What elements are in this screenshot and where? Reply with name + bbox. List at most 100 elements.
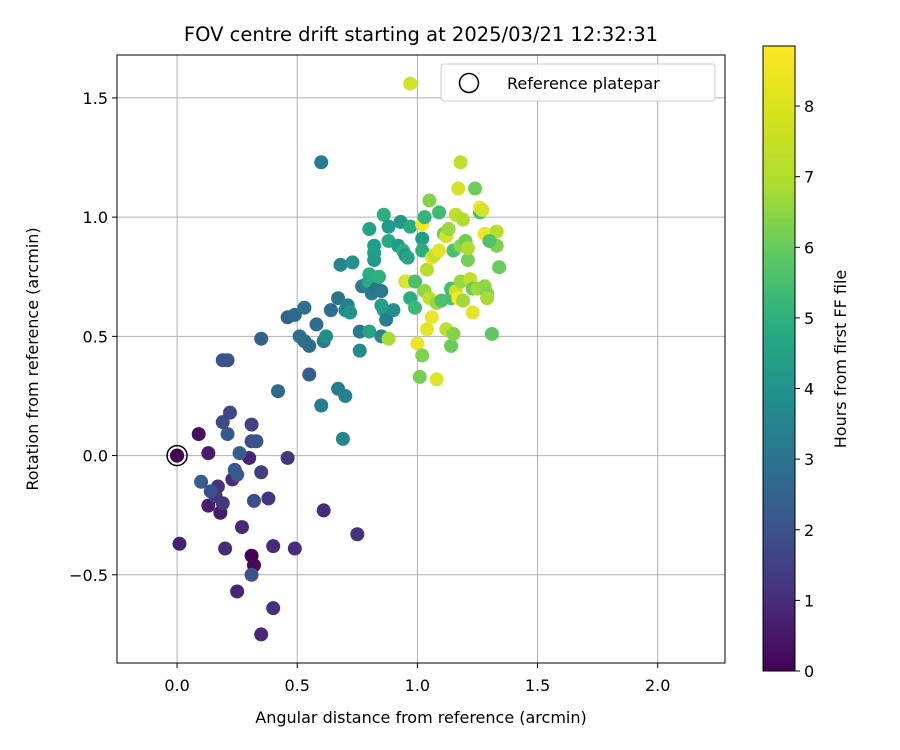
plot-frame <box>116 54 726 664</box>
colorbar-tick-label: 2 <box>804 521 814 540</box>
data-point <box>482 233 497 248</box>
y-tick-label: 1.5 <box>83 89 108 108</box>
data-point <box>302 367 317 382</box>
data-point <box>319 329 334 344</box>
data-point <box>456 293 471 308</box>
data-point <box>194 474 209 489</box>
data-point <box>350 527 365 542</box>
data-point <box>287 541 302 556</box>
data-point <box>230 467 245 482</box>
data-point <box>309 317 324 332</box>
data-point <box>403 219 418 234</box>
data-point <box>191 427 206 442</box>
data-point <box>403 76 418 91</box>
colorbar-tick-label: 4 <box>804 380 814 399</box>
data-point <box>407 300 422 315</box>
data-point <box>222 405 237 420</box>
data-point <box>441 222 456 237</box>
data-point <box>314 155 329 170</box>
data-point <box>352 324 367 339</box>
data-point <box>261 491 276 506</box>
data-point <box>451 181 466 196</box>
legend-open-circle-marker <box>458 72 480 94</box>
data-point <box>220 427 235 442</box>
data-point <box>345 255 360 270</box>
data-point <box>444 338 459 353</box>
colorbar-tick-label: 1 <box>804 591 814 610</box>
data-point <box>254 331 269 346</box>
data-point <box>415 243 430 258</box>
data-point <box>266 601 281 616</box>
legend-box <box>440 63 716 102</box>
data-point <box>172 536 187 551</box>
x-tick-label: 2.0 <box>645 676 670 695</box>
data-point <box>489 224 504 239</box>
data-point <box>362 324 377 339</box>
legend-entry-label: Reference platepar <box>507 74 660 93</box>
data-point <box>410 336 425 351</box>
data-point <box>335 431 350 446</box>
data-point <box>232 446 247 461</box>
data-point <box>386 303 401 318</box>
y-tick-label: 1.0 <box>83 208 108 227</box>
data-point <box>220 353 235 368</box>
data-point <box>429 372 444 387</box>
data-point <box>271 384 286 399</box>
data-point <box>446 326 461 341</box>
data-point <box>362 222 377 237</box>
data-point <box>352 343 367 358</box>
data-point <box>203 484 218 499</box>
y-tick-label: 0.5 <box>83 327 108 346</box>
data-point <box>249 434 264 449</box>
colorbar-tick-label: 0 <box>804 662 814 681</box>
data-point <box>367 253 382 268</box>
data-point <box>453 155 468 170</box>
x-axis-label: Angular distance from reference (arcmin) <box>255 708 586 727</box>
colorbar: 0 1 2 3 4 5 6 7 8 Hours from first FF file <box>762 45 850 681</box>
data-point <box>244 567 259 582</box>
data-point <box>381 331 396 346</box>
reference-point-fill <box>170 448 185 463</box>
data-point <box>407 274 422 289</box>
colorbar-tick-label: 3 <box>804 450 814 469</box>
data-point <box>379 312 394 327</box>
data-point <box>432 243 447 258</box>
colorbar-label: Hours from first FF file <box>831 270 850 449</box>
data-point <box>374 284 389 299</box>
data-point <box>424 310 439 325</box>
data-point <box>371 269 386 284</box>
x-tick-label: 1.0 <box>405 676 430 695</box>
data-point <box>246 493 261 508</box>
data-point <box>415 231 430 246</box>
data-point <box>417 210 432 225</box>
data-point <box>412 369 427 384</box>
colorbar-tick-label: 8 <box>804 97 814 116</box>
data-point <box>400 250 415 265</box>
x-tick-label: 1.5 <box>525 676 550 695</box>
data-points <box>170 76 507 642</box>
data-point <box>218 541 233 556</box>
reference-platepar-marker <box>166 444 188 467</box>
data-point <box>465 305 480 320</box>
data-point <box>420 322 435 337</box>
x-tick-label: 0.5 <box>285 676 310 695</box>
colorbar-tick-label: 5 <box>804 309 814 328</box>
colorbar-ticks: 0 1 2 3 4 5 6 7 8 <box>795 97 814 681</box>
data-point <box>381 219 396 234</box>
data-point <box>484 326 499 341</box>
data-point <box>415 348 430 363</box>
data-point <box>432 205 447 220</box>
data-point <box>314 398 329 413</box>
data-point <box>297 300 312 315</box>
data-point <box>333 257 348 272</box>
data-point <box>280 450 295 465</box>
colorbar-tick-label: 6 <box>804 238 814 257</box>
data-point <box>480 291 495 306</box>
legend: Reference platepar <box>440 63 716 102</box>
data-point <box>297 334 312 349</box>
data-point <box>266 539 281 554</box>
data-point <box>422 193 437 208</box>
data-point <box>234 520 249 535</box>
data-point <box>215 496 230 511</box>
data-point <box>468 181 483 196</box>
